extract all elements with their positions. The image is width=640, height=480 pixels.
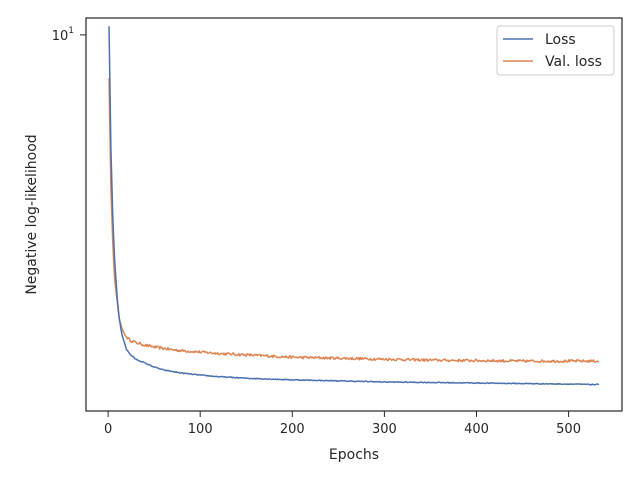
x-tick-label-200: 200 xyxy=(280,422,305,437)
x-axis-label: Epochs xyxy=(329,447,379,463)
x-tick-label-300: 300 xyxy=(372,422,397,437)
plot-area-frame xyxy=(85,17,623,412)
y-axis: 101 xyxy=(52,26,86,44)
legend-label-val-loss: Val. loss xyxy=(545,54,602,70)
series-line-loss xyxy=(108,26,600,386)
x-axis: 0 100 200 300 400 500 xyxy=(104,411,581,437)
legend: Loss Val. loss xyxy=(496,25,615,76)
x-tick-label-500: 500 xyxy=(556,422,581,437)
x-tick-label-100: 100 xyxy=(188,422,213,437)
x-tick-label-400: 400 xyxy=(464,422,489,437)
series-line-val-loss xyxy=(108,78,600,364)
y-axis-label: Negative log-likelihood xyxy=(24,134,40,294)
x-tick-label-0: 0 xyxy=(104,422,112,437)
series-lines xyxy=(108,26,600,386)
legend-label-loss: Loss xyxy=(545,32,576,48)
y-tick-label-10: 101 xyxy=(52,26,74,44)
